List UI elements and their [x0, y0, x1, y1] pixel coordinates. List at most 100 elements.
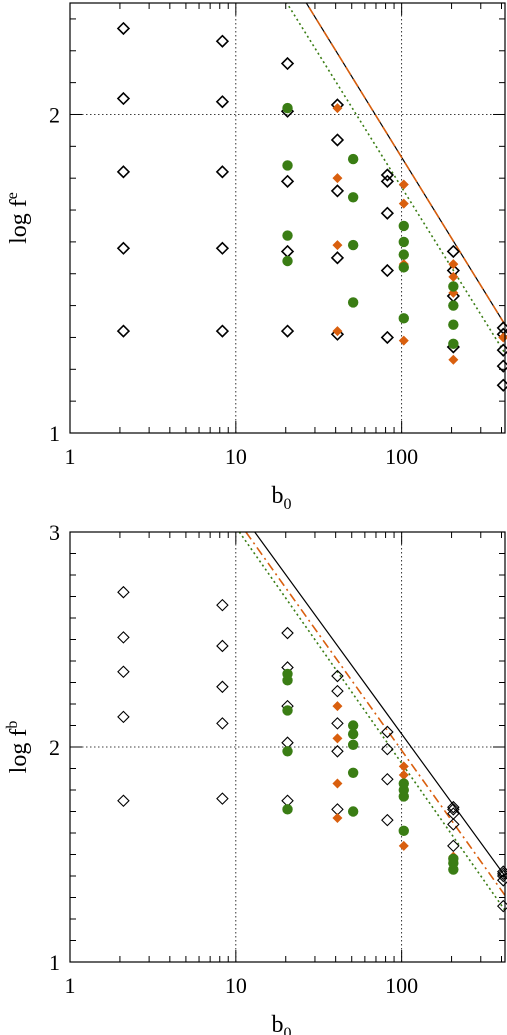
- x-axis-label: b0: [272, 483, 292, 513]
- data-point-circle: [282, 705, 293, 716]
- x-axis-label-main: b: [272, 1012, 284, 1035]
- data-point-circle: [448, 338, 459, 350]
- data-point-circle: [282, 102, 293, 114]
- data-point-circle: [347, 806, 359, 817]
- data-point-open-diamond: [380, 330, 394, 345]
- data-point-circle: [448, 319, 459, 330]
- data-point-circle: [347, 728, 359, 740]
- y-tick-label: 2: [49, 102, 60, 127]
- data-point-circle: [398, 220, 409, 232]
- data-point-open-diamond: [280, 324, 295, 338]
- fit-line-dotted: [238, 532, 505, 911]
- data-point-open-diamond: [216, 639, 229, 653]
- data-point-open-diamond: [381, 772, 394, 786]
- y-axis-label: log fb: [4, 721, 32, 774]
- data-point-open-diamond: [496, 359, 507, 373]
- data-point-filled-diamond: [332, 326, 343, 337]
- data-point-open-diamond: [215, 34, 230, 48]
- data-point-open-diamond: [331, 717, 344, 730]
- data-point-open-diamond: [496, 343, 507, 357]
- data-point-open-diamond: [447, 803, 460, 816]
- data-point-open-diamond: [117, 794, 130, 808]
- data-point-open-diamond: [116, 21, 131, 36]
- data-point-open-diamond: [380, 263, 394, 278]
- y-axis-label-superscript: b: [4, 721, 21, 729]
- x-tick-label: 10: [225, 444, 247, 469]
- data-point-open-diamond: [447, 839, 460, 853]
- data-point-open-diamond: [496, 378, 507, 392]
- x-axis-label: b0: [272, 1012, 292, 1035]
- data-point-open-diamond: [117, 710, 130, 724]
- data-point-circle: [398, 313, 409, 324]
- data-point-open-diamond: [380, 168, 394, 182]
- data-point-filled-diamond: [398, 769, 409, 780]
- data-point-open-diamond: [281, 626, 294, 640]
- y-tick-label: 3: [49, 520, 60, 545]
- data-point-open-diamond: [216, 717, 229, 730]
- data-point-filled-diamond: [332, 733, 343, 744]
- data-point-circle: [398, 825, 409, 837]
- fit-line-solid: [305, 3, 505, 326]
- data-point-open-diamond: [215, 241, 230, 255]
- x-axis-label-subscript: 0: [284, 496, 292, 513]
- data-point-filled-diamond: [332, 778, 343, 789]
- data-point-open-diamond: [496, 321, 507, 335]
- data-point-circle: [347, 297, 359, 308]
- data-point-open-diamond: [447, 800, 460, 814]
- data-point-filled-diamond: [332, 173, 343, 184]
- plot-frame: [69, 2, 506, 434]
- data-point-open-diamond: [381, 813, 394, 827]
- data-point-circle: [398, 249, 409, 260]
- x-axis-label-subscript: 0: [284, 1025, 292, 1035]
- y-tick-label: 1: [49, 950, 60, 975]
- data-point-open-diamond: [330, 133, 345, 147]
- data-point-circle: [347, 239, 359, 251]
- y-axis-label: log fe: [4, 192, 32, 244]
- data-point-circle: [448, 300, 459, 311]
- fit-line-dotted: [285, 3, 505, 354]
- data-point-circle: [448, 281, 459, 292]
- data-point-open-diamond: [215, 324, 230, 338]
- data-point-open-diamond: [215, 165, 230, 179]
- data-point-filled-diamond: [448, 271, 459, 282]
- data-point-open-diamond: [496, 899, 507, 913]
- x-tick-label: 100: [385, 444, 418, 469]
- data-point-open-diamond: [331, 669, 344, 683]
- data-point-open-diamond: [381, 742, 394, 756]
- data-point-filled-diamond: [332, 240, 343, 251]
- data-point-open-diamond: [380, 206, 394, 220]
- x-tick-label: 10: [225, 973, 247, 998]
- data-point-open-diamond: [216, 598, 229, 612]
- data-point-filled-diamond: [398, 335, 409, 346]
- data-point-open-diamond: [116, 91, 131, 106]
- data-point-circle: [282, 668, 293, 680]
- data-point-circle: [282, 746, 293, 757]
- data-point-circle: [398, 236, 409, 248]
- data-point-open-diamond: [330, 251, 345, 265]
- data-point-open-diamond: [117, 631, 130, 644]
- plot-frame: [69, 531, 506, 963]
- data-point-circle: [282, 160, 293, 171]
- y-axis-label-main: log f: [6, 729, 32, 774]
- data-point-filled-diamond: [332, 812, 343, 823]
- data-point-open-diamond: [116, 324, 131, 338]
- data-point-circle: [347, 739, 359, 751]
- data-point-filled-diamond: [398, 761, 409, 772]
- data-point-open-diamond: [280, 174, 295, 189]
- data-point-circle: [448, 853, 459, 864]
- x-tick-label: 1: [65, 973, 76, 998]
- data-point-open-diamond: [116, 241, 131, 255]
- data-point-open-diamond: [330, 327, 345, 341]
- data-point-circle: [347, 767, 359, 778]
- data-point-filled-diamond: [398, 198, 409, 209]
- data-point-open-diamond: [117, 585, 130, 599]
- data-point-open-diamond: [330, 184, 345, 198]
- data-point-circle: [347, 153, 359, 165]
- data-point-filled-diamond: [332, 103, 343, 114]
- data-point-open-diamond: [331, 745, 344, 758]
- data-point-open-diamond: [446, 244, 460, 259]
- data-point-circle: [282, 255, 293, 267]
- data-point-open-diamond: [380, 174, 394, 189]
- y-tick-label: 2: [49, 735, 60, 760]
